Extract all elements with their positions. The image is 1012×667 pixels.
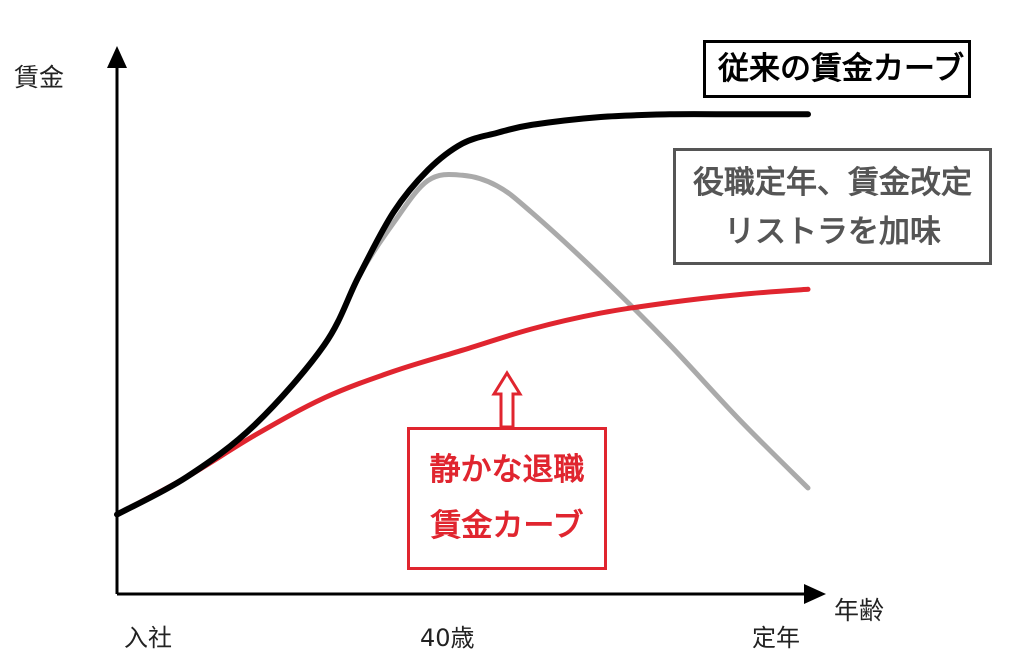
axes [107, 46, 826, 604]
x-axis-arrow [804, 584, 826, 604]
quiet-quitting-curve-label-line: 賃金カーブ [430, 508, 584, 544]
x-tick-label: 定年 [752, 624, 800, 652]
traditional-curve-label-line: 従来の賃金カーブ [718, 51, 965, 87]
adjusted-curve-label: 役職定年、賃金改定 リストラを加味 [673, 148, 992, 265]
x-tick-label: 40歳 [420, 624, 475, 652]
adjusted-curve-label-line: 役職定年、賃金改定 [693, 165, 972, 201]
quiet-quitting-curve-line [114, 286, 811, 517]
adjusted-curve-label-line: リストラを加味 [724, 214, 941, 250]
x-axis-label: 年齢 [834, 596, 885, 625]
x-tick-label: 入社 [124, 624, 172, 652]
traditional-curve-label: 従来の賃金カーブ [703, 40, 971, 98]
series-layer [114, 111, 811, 518]
traditional-curve-line [114, 111, 811, 518]
y-axis-arrow [107, 46, 127, 68]
quiet-quitting-curve-label: 静かな退職 賃金カーブ [407, 427, 607, 570]
quiet-quitting-curve-label-line: 静かな退職 [429, 452, 585, 488]
y-axis-label: 賃金 [14, 63, 65, 92]
up-arrow-icon [491, 370, 523, 429]
